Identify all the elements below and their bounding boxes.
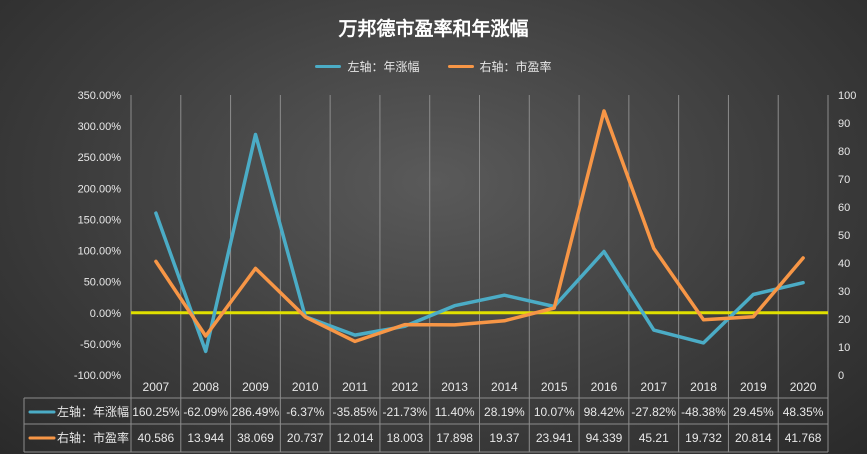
x-tick-label: 2019 — [740, 380, 767, 394]
data-label: 94.339 — [586, 431, 623, 445]
y-left-tick-label: 100.00% — [78, 246, 122, 258]
data-label: 48.35% — [783, 405, 824, 419]
legend-item-series-2: 右轴：市盈率 — [447, 58, 552, 75]
series-line-1 — [154, 132, 805, 354]
data-label: 28.19% — [484, 405, 525, 419]
y-left-tick-label: 0.00% — [90, 308, 121, 320]
y-left-tick-label: 250.00% — [78, 152, 122, 164]
x-tick-label: 2017 — [640, 380, 667, 394]
data-label: -27.82% — [631, 405, 676, 419]
legend-label-series-1: 左轴：年涨幅 — [347, 60, 420, 74]
data-label: -35.85% — [333, 405, 378, 419]
data-label: -48.38% — [681, 405, 726, 419]
data-label: 19.37 — [489, 431, 519, 445]
y-right-tick-label: 20 — [838, 314, 850, 326]
data-label: 38.069 — [237, 431, 274, 445]
data-label: 160.25% — [132, 405, 180, 419]
data-label: 13.944 — [187, 431, 224, 445]
x-tick-label: 2012 — [391, 380, 418, 394]
y-left-tick-label: 300.00% — [78, 121, 122, 133]
y-left-tick-label: 200.00% — [78, 183, 122, 195]
x-tick-label: 2013 — [441, 380, 468, 394]
data-label: 286.49% — [232, 405, 280, 419]
data-label: 20.737 — [287, 431, 324, 445]
y-right-tick-label: 40 — [838, 258, 850, 270]
data-label: 18.003 — [386, 431, 423, 445]
x-tick-label: 2010 — [292, 380, 319, 394]
series-line-2 — [154, 109, 805, 344]
data-label: 29.45% — [733, 405, 774, 419]
y-left-tick-label: -100.00% — [74, 370, 121, 382]
chart-legend: 左轴：年涨幅 右轴：市盈率 — [0, 58, 867, 75]
data-label: 11.40% — [435, 405, 475, 419]
x-tick-label: 2018 — [690, 380, 717, 394]
data-label: 19.732 — [685, 431, 722, 445]
y-right-tick-label: 10 — [838, 342, 850, 354]
legend-label-series-2: 右轴：市盈率 — [479, 60, 552, 74]
legend-item-series-1: 左轴：年涨幅 — [315, 58, 420, 75]
legend-swatch-series-2 — [447, 65, 474, 68]
x-tick-label: 2011 — [342, 380, 368, 394]
y-right-tick-label: 30 — [838, 286, 850, 298]
y-right-tick-label: 100 — [838, 90, 856, 102]
y-right-tick-label: 0 — [838, 370, 844, 382]
data-label: -21.73% — [382, 405, 427, 419]
x-tick-label: 2014 — [491, 380, 518, 394]
y-left-tick-label: 50.00% — [84, 277, 122, 289]
data-label: -62.09% — [183, 405, 228, 419]
y-right-tick-label: 80 — [838, 146, 850, 158]
y-right-tick-label: 60 — [838, 202, 850, 214]
data-label: 12.014 — [337, 431, 374, 445]
y-right-tick-label: 90 — [838, 118, 850, 130]
data-label: 10.07% — [534, 405, 575, 419]
chart-title: 万邦德市盈率和年涨幅 — [338, 18, 529, 40]
x-tick-label: 2015 — [541, 380, 568, 394]
legend-swatch-series-1 — [315, 65, 342, 68]
y-left-tick-label: 150.00% — [78, 214, 122, 226]
x-tick-label: 2008 — [192, 380, 219, 394]
data-label: 40.586 — [138, 431, 175, 445]
data-label: -6.37% — [286, 405, 324, 419]
y-right-tick-label: 70 — [838, 174, 850, 186]
x-tick-label: 2007 — [143, 380, 170, 394]
data-label: 23.941 — [536, 431, 573, 445]
data-label: 20.814 — [735, 431, 772, 445]
y-right-tick-label: 50 — [838, 230, 850, 242]
data-label: 41.768 — [785, 431, 822, 445]
table-row-label-1: 左轴：年涨幅 — [57, 404, 129, 419]
data-label: 98.42% — [584, 405, 625, 419]
x-tick-label: 2016 — [591, 380, 618, 394]
y-left-tick-label: -50.00% — [80, 339, 121, 351]
x-tick-label: 2009 — [242, 380, 269, 394]
y-left-tick-label: 350.00% — [78, 90, 122, 102]
table-row-label-2: 右轴：市盈率 — [57, 430, 129, 445]
x-tick-label: 2020 — [790, 380, 817, 394]
data-label: 17.898 — [436, 431, 473, 445]
data-label: 45.21 — [639, 431, 669, 445]
